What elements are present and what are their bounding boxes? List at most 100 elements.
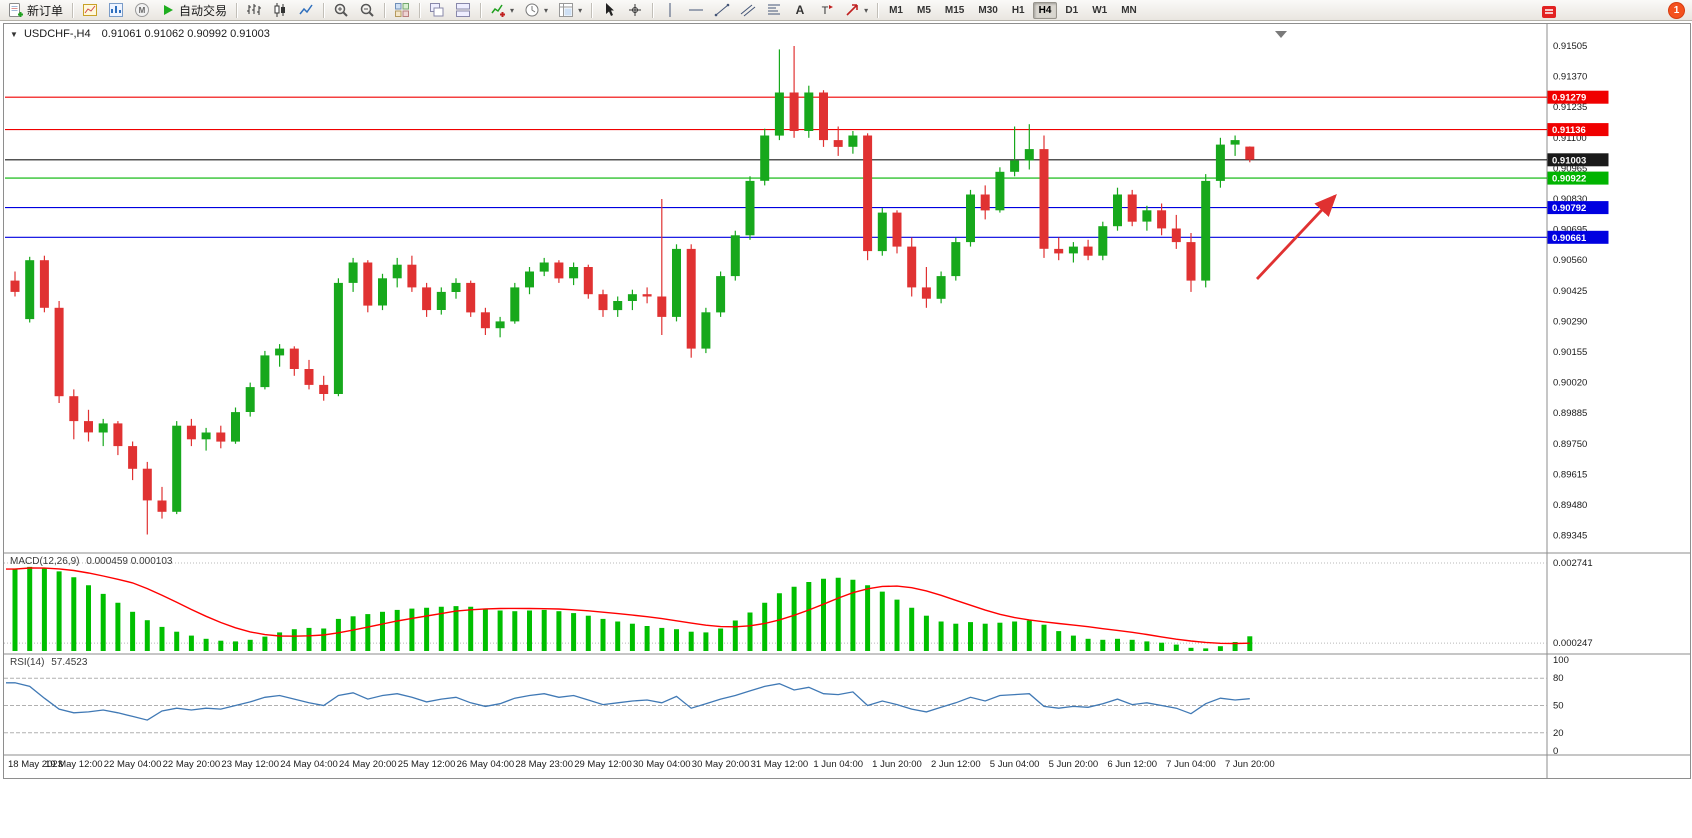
zoom-in-button[interactable] — [329, 1, 353, 20]
price-axis[interactable]: 0.91505 0.91370 0.91235 0.91100 0.90965 0.908… — [1553, 41, 1587, 542]
svg-text:0.89345: 0.89345 — [1553, 531, 1587, 542]
charts-button[interactable] — [78, 1, 102, 20]
candlestick-chart-button[interactable] — [268, 1, 292, 20]
current-price-line[interactable]: 0.91003 — [5, 153, 1609, 167]
chart-canvas[interactable]: 0.91505 0.91370 0.91235 0.91100 0.90965 0.908… — [4, 24, 1690, 778]
market-watch-button[interactable] — [104, 1, 128, 20]
support-line-green[interactable]: 0.90922 — [5, 171, 1609, 185]
svg-text:0.90560: 0.90560 — [1553, 255, 1587, 266]
trend-arrow-annotation[interactable] — [1255, 193, 1337, 280]
svg-text:6 Jun 12:00: 6 Jun 12:00 — [1107, 759, 1157, 770]
svg-text:30 May 04:00: 30 May 04:00 — [633, 759, 691, 770]
timeframe-m30-button[interactable]: M30 — [978, 4, 998, 16]
new-order-button[interactable]: 新订单 — [4, 1, 67, 20]
svg-text:0.90830: 0.90830 — [1553, 194, 1587, 205]
new-order-icon — [9, 3, 23, 17]
svg-text:80: 80 — [1553, 673, 1564, 684]
svg-text:0.90020: 0.90020 — [1553, 378, 1587, 389]
vertical-line-button[interactable] — [658, 1, 682, 20]
autotrade-button[interactable]: 自动交易 — [156, 1, 231, 20]
svg-text:30 May 20:00: 30 May 20:00 — [692, 759, 750, 770]
arrange-windows-icon — [456, 3, 471, 17]
svg-text:1 Jun 20:00: 1 Jun 20:00 — [872, 759, 922, 770]
tile-windows-icon — [395, 3, 410, 17]
timeframe-mn-button[interactable]: MN — [1121, 4, 1137, 16]
periods-icon — [525, 3, 539, 17]
svg-text:25 May 12:00: 25 May 12:00 — [398, 759, 456, 770]
svg-text:0.90965: 0.90965 — [1553, 163, 1587, 174]
svg-text:24 May 04:00: 24 May 04:00 — [280, 759, 338, 770]
line-chart-button[interactable] — [294, 1, 318, 20]
auto-arrange-button[interactable] — [451, 1, 475, 20]
svg-text:7 Jun 04:00: 7 Jun 04:00 — [1166, 759, 1216, 770]
indicators-button[interactable]: ▾ — [486, 1, 518, 20]
tile-windows-button[interactable] — [390, 1, 414, 20]
equidistant-channel-button[interactable] — [736, 1, 760, 20]
bar-chart-button[interactable] — [242, 1, 266, 20]
svg-text:0.91370: 0.91370 — [1553, 72, 1587, 83]
svg-text:1 Jun 04:00: 1 Jun 04:00 — [813, 759, 863, 770]
new-chart-window-button[interactable] — [425, 1, 449, 20]
svg-text:28 May 23:00: 28 May 23:00 — [515, 759, 573, 770]
chart-shift-marker[interactable] — [1275, 31, 1287, 38]
templates-button[interactable]: ▾ — [554, 1, 586, 20]
macd-signal-line — [6, 567, 1250, 645]
svg-text:0.002741: 0.002741 — [1553, 558, 1593, 569]
label-icon: T — [822, 5, 834, 17]
svg-text:0.91136: 0.91136 — [1552, 125, 1586, 136]
toolbar-separator — [323, 2, 325, 18]
timeframe-h4-button[interactable]: H4 — [1032, 1, 1058, 19]
text-icon: A — [796, 3, 805, 17]
trendline-button[interactable] — [710, 1, 734, 20]
periods-button[interactable]: ▾ — [520, 1, 552, 20]
cursor-button[interactable] — [597, 1, 621, 20]
support-line-blue-2[interactable]: 0.90661 — [5, 230, 1609, 244]
toolbar-separator — [419, 2, 421, 18]
text-label-button[interactable]: T — [814, 1, 838, 20]
indicators-icon — [491, 4, 506, 17]
timeframe-h1-button[interactable]: H1 — [1011, 4, 1025, 16]
svg-text:0.89885: 0.89885 — [1553, 408, 1587, 419]
dropdown-arrow-icon: ▾ — [510, 5, 515, 15]
svg-text:5 Jun 20:00: 5 Jun 20:00 — [1049, 759, 1099, 770]
timeframe-d1-button[interactable]: D1 — [1065, 4, 1079, 16]
svg-text:0.90290: 0.90290 — [1553, 316, 1587, 327]
svg-text:0.90661: 0.90661 — [1552, 233, 1587, 244]
cascade-windows-icon — [430, 3, 444, 17]
svg-text:0.91235: 0.91235 — [1553, 102, 1587, 113]
svg-text:0.91003: 0.91003 — [1552, 155, 1586, 166]
horizontal-line-button[interactable] — [684, 1, 708, 20]
channel-icon — [740, 4, 756, 17]
svg-text:29 May 12:00: 29 May 12:00 — [574, 759, 632, 770]
timeframe-m1-button[interactable]: M1 — [889, 4, 903, 16]
svg-text:0.89480: 0.89480 — [1553, 500, 1587, 511]
alert-button[interactable] — [1537, 2, 1561, 21]
text-button[interactable]: A — [788, 1, 812, 20]
pane-dividers[interactable] — [4, 24, 1690, 778]
svg-text:31 May 12:00: 31 May 12:00 — [751, 759, 809, 770]
svg-text:0.90792: 0.90792 — [1552, 203, 1586, 214]
svg-text:50: 50 — [1553, 701, 1564, 712]
mql-logo-icon: M — [135, 3, 150, 17]
autotrade-icon — [164, 5, 174, 15]
toolbar-separator — [877, 2, 879, 18]
metaquotes-community-button[interactable]: M — [130, 1, 154, 20]
toolbar-separator — [384, 2, 386, 18]
arrows-button[interactable]: ▾ — [840, 1, 872, 20]
timeframe-m5-button[interactable]: M5 — [917, 4, 931, 16]
candlestick-series — [10, 46, 1255, 535]
arrows-icon — [846, 4, 858, 16]
timeframe-m15-button[interactable]: M15 — [944, 4, 965, 16]
timeframe-w1-button[interactable]: W1 — [1092, 4, 1108, 16]
zoom-out-button[interactable] — [355, 1, 379, 20]
svg-text:19 May 12:00: 19 May 12:00 — [45, 759, 103, 770]
rsi-line — [6, 682, 1250, 721]
fibonacci-button[interactable] — [762, 1, 786, 20]
crosshair-button[interactable] — [623, 1, 647, 20]
support-line-blue-1[interactable]: 0.90792 — [5, 201, 1609, 215]
toolbar-separator — [480, 2, 482, 18]
svg-text:0.91505: 0.91505 — [1553, 41, 1587, 52]
market-watch-icon — [109, 3, 124, 17]
notification-badge[interactable]: 1 — [1669, 3, 1684, 18]
